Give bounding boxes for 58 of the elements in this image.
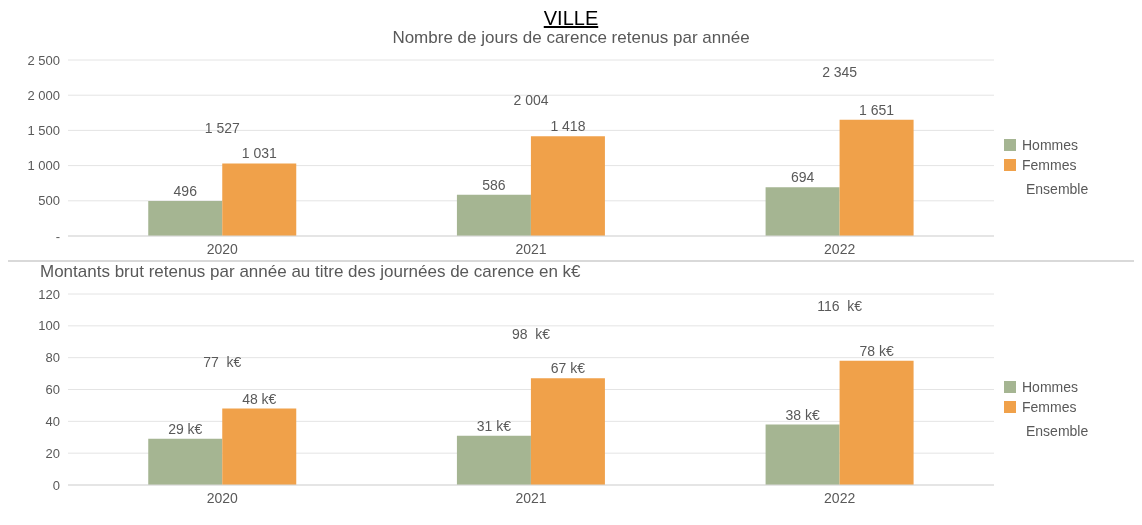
data-label: 78 k€ [859, 342, 894, 359]
x-tick-label: 2022 [824, 489, 856, 506]
bar [222, 408, 297, 485]
legend-label: Hommes [1022, 137, 1079, 153]
y-tick-label: 500 [38, 193, 60, 209]
y-tick-label: 60 [45, 382, 60, 398]
y-tick-label: 120 [38, 286, 60, 302]
x-tick-label: 2020 [206, 489, 239, 506]
text: Ensemble [1025, 181, 1090, 197]
y-tick-label: 100 [38, 318, 60, 334]
bar [530, 136, 605, 236]
annotation: 116 k€ [816, 298, 864, 314]
y-tick-label: 80 [45, 350, 60, 366]
chart-title: Montants brut retenus par année au titre des journées de carence en k€ [39, 262, 582, 283]
data-label: 29 k€ [168, 420, 203, 437]
annotation: 1 527 [203, 120, 241, 136]
x-tick-label: 2020 [206, 240, 239, 257]
x-tick-label: 2021 [515, 240, 547, 257]
x-tick-label: 2021 [515, 489, 547, 506]
bar [839, 119, 914, 236]
legend-label: Hommes [1022, 378, 1079, 395]
annotation: 2 345 [821, 64, 859, 80]
data-label: 1 651 [859, 101, 895, 118]
bar [148, 201, 223, 236]
y-tick-label: 1 500 [27, 123, 60, 139]
legend-label: Femmes [1022, 398, 1077, 415]
y-tick-label: 20 [45, 445, 60, 461]
data-label: 586 [482, 176, 506, 193]
data-label: 694 [790, 169, 815, 186]
data-label: 496 [173, 183, 198, 200]
bar [456, 435, 531, 485]
bar [765, 424, 840, 485]
bar [222, 163, 297, 236]
annotation: 77 k€ [202, 354, 243, 370]
y-tick-label: 2 000 [27, 87, 60, 103]
y-tick-label: 2 500 [27, 52, 60, 68]
bar [148, 438, 223, 485]
y-tick-label: 40 [45, 413, 60, 429]
data-label: 38 k€ [785, 406, 820, 423]
chart-title: VILLE [542, 7, 600, 29]
annotation: 2 004 [512, 92, 550, 108]
bar [456, 194, 531, 236]
bar [765, 187, 840, 236]
bar [839, 360, 914, 485]
data-label: 67 k€ [550, 360, 586, 377]
legend-label: Femmes [1022, 157, 1077, 173]
x-tick-label: 2022 [824, 240, 856, 257]
data-label: 1 031 [241, 145, 277, 162]
y-tick-label: 0 [52, 477, 60, 493]
data-label: 48 k€ [242, 390, 277, 407]
y-tick-label: 1 000 [27, 158, 60, 174]
data-label: 1 418 [550, 118, 586, 135]
y-tick-label: - [55, 228, 60, 244]
annotation: 98 k€ [510, 326, 552, 342]
data-label: 31 k€ [476, 417, 512, 434]
bar [530, 378, 605, 485]
chart-subtitle: Nombre de jours de carence retenus par année [391, 28, 751, 49]
text: Ensemble [1025, 422, 1090, 439]
